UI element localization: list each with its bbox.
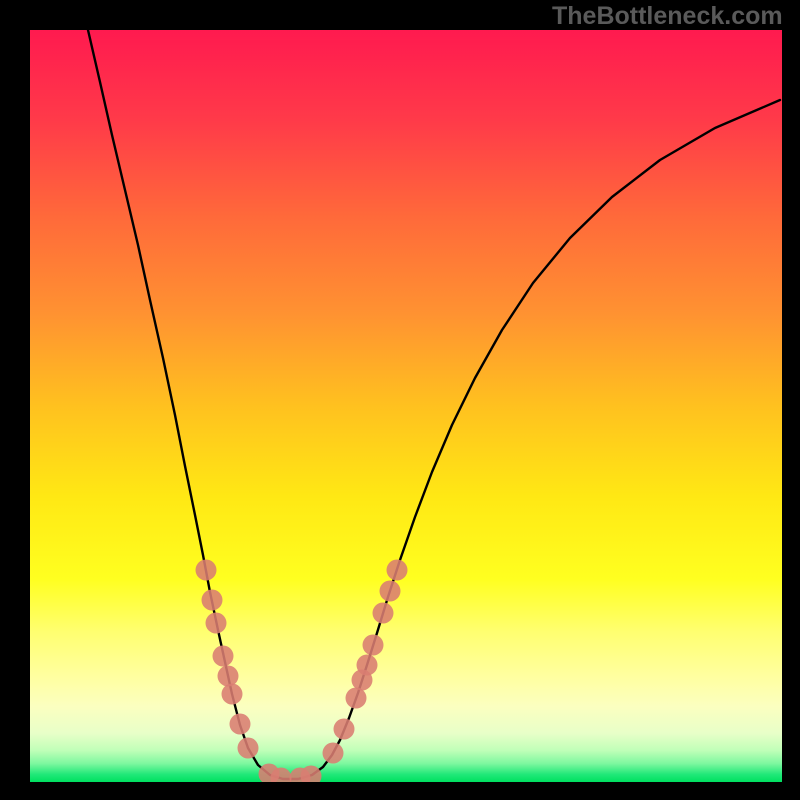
data-marker [213,646,234,667]
watermark-text: TheBottleneck.com [552,2,783,31]
chart-container: TheBottleneck.com [0,0,800,800]
data-marker [373,603,394,624]
data-marker [230,714,251,735]
data-marker [357,655,378,676]
data-marker [196,560,217,581]
data-marker [346,688,367,709]
data-marker [334,719,355,740]
data-marker [202,590,223,611]
data-marker [218,666,239,687]
data-marker [301,766,322,787]
bottleneck-curve [88,30,780,779]
data-marker [387,560,408,581]
data-marker [206,613,227,634]
data-marker [323,743,344,764]
data-marker [222,684,243,705]
curve-overlay [0,0,800,800]
data-marker [271,768,292,789]
data-marker [380,581,401,602]
data-marker [363,635,384,656]
data-marker [238,738,259,759]
